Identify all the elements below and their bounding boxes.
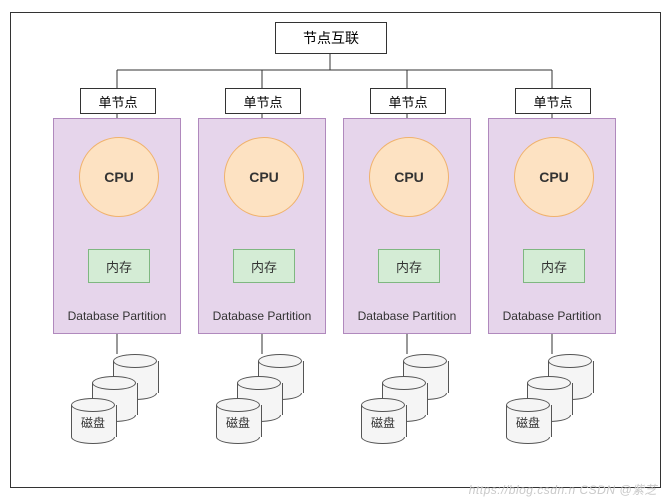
node-label: 单节点 <box>515 88 591 114</box>
node-label: 单节点 <box>80 88 156 114</box>
disk-stack: 磁盘 <box>216 354 308 458</box>
memory-box: 内存 <box>523 249 585 283</box>
disk-icon: 磁盘 <box>216 398 260 444</box>
disk-stack: 磁盘 <box>71 354 163 458</box>
disk-icon: 磁盘 <box>361 398 405 444</box>
disk-icon: 磁盘 <box>71 398 115 444</box>
node-body: CPU 内存 Database Partition <box>343 118 471 334</box>
cpu-circle: CPU <box>514 137 594 217</box>
memory-box: 内存 <box>378 249 440 283</box>
memory-box: 内存 <box>233 249 295 283</box>
cpu-circle: CPU <box>224 137 304 217</box>
db-partition-label: Database Partition <box>54 309 180 323</box>
disk-stack: 磁盘 <box>506 354 598 458</box>
disk-icon: 磁盘 <box>506 398 550 444</box>
disk-label: 磁盘 <box>361 414 405 431</box>
node-body: CPU 内存 Database Partition <box>488 118 616 334</box>
node-body: CPU 内存 Database Partition <box>53 118 181 334</box>
cpu-circle: CPU <box>79 137 159 217</box>
db-partition-label: Database Partition <box>199 309 325 323</box>
memory-box: 内存 <box>88 249 150 283</box>
db-partition-label: Database Partition <box>489 309 615 323</box>
root-label: 节点互联 <box>303 28 359 48</box>
disk-stack: 磁盘 <box>361 354 453 458</box>
node-body: CPU 内存 Database Partition <box>198 118 326 334</box>
root-node: 节点互联 <box>275 22 387 54</box>
disk-label: 磁盘 <box>506 414 550 431</box>
cpu-circle: CPU <box>369 137 449 217</box>
node-label: 单节点 <box>370 88 446 114</box>
disk-label: 磁盘 <box>216 414 260 431</box>
node-label: 单节点 <box>225 88 301 114</box>
db-partition-label: Database Partition <box>344 309 470 323</box>
disk-label: 磁盘 <box>71 414 115 431</box>
diagram-canvas: 节点互联 单节点 CPU 内存 Database Partition 磁盘 单节点 CPU 内… <box>0 0 671 500</box>
